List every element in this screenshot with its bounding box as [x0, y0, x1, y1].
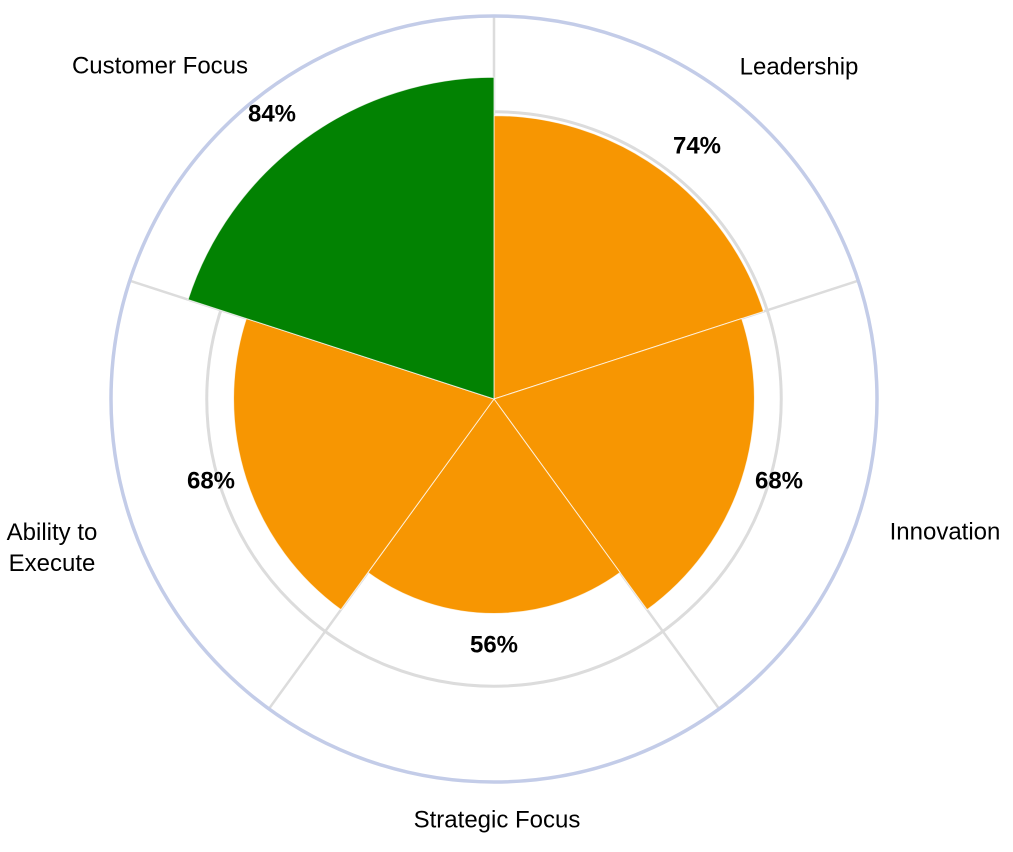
category-label-strategic-focus: Strategic Focus [413, 806, 581, 834]
sector-ability-to-execute [233, 317, 495, 611]
sector-customer-focus [187, 76, 495, 400]
category-label-ability-to-execute: Ability to Execute [6, 518, 98, 577]
category-label-leadership: Leadership [739, 53, 859, 81]
category-label-customer-focus: Customer Focus [71, 52, 249, 80]
sector-strategic-focus [367, 398, 621, 614]
sector-leadership [493, 115, 765, 400]
sector-innovation [493, 317, 755, 611]
value-label-leadership: 74% [672, 132, 722, 160]
category-label-innovation: Innovation [889, 518, 1001, 546]
value-label-customer-focus: 84% [247, 100, 297, 128]
outer-scale-circle [109, 14, 879, 784]
value-label-ability-to-execute: 68% [186, 467, 236, 495]
value-label-innovation: 68% [754, 467, 804, 495]
value-label-strategic-focus: 56% [469, 631, 519, 659]
